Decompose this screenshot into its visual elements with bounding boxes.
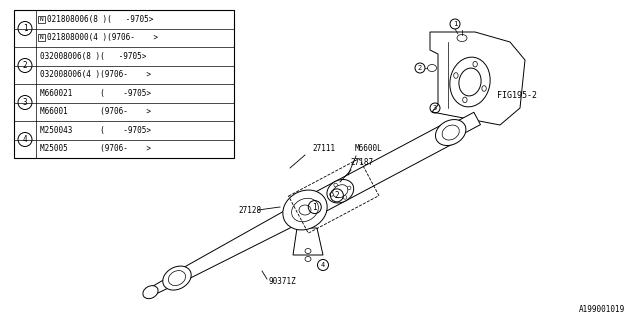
Text: 2: 2 [22,61,28,70]
Ellipse shape [473,61,477,67]
Text: M66001       (9706-    >: M66001 (9706- > [40,107,151,116]
Ellipse shape [305,249,311,253]
Polygon shape [148,276,175,296]
Text: 032008006(4 )(9706-    >: 032008006(4 )(9706- > [40,70,151,79]
Text: 1: 1 [22,24,28,33]
Text: 021808006(8 )(   -9705>: 021808006(8 )( -9705> [47,15,154,24]
Ellipse shape [305,257,311,261]
Text: N: N [40,17,44,22]
Ellipse shape [292,198,318,222]
Ellipse shape [327,180,354,203]
Ellipse shape [457,35,467,42]
Text: 90371Z: 90371Z [268,277,296,286]
Ellipse shape [143,286,158,299]
Text: 4: 4 [321,262,325,268]
Text: 27128: 27128 [238,205,261,214]
Ellipse shape [454,73,458,78]
Ellipse shape [163,266,191,290]
Text: 27187: 27187 [350,157,373,166]
Ellipse shape [482,86,486,91]
Ellipse shape [334,183,337,187]
Text: 2: 2 [335,191,339,200]
Ellipse shape [283,190,327,230]
Ellipse shape [299,205,311,215]
Text: 021808000(4 )(9706-    >: 021808000(4 )(9706- > [47,33,158,42]
Ellipse shape [435,120,466,146]
Ellipse shape [343,196,347,199]
Polygon shape [430,32,525,125]
Text: M660021      (    -9705>: M660021 ( -9705> [40,89,151,98]
Text: A199001019: A199001019 [579,305,625,314]
Text: 1: 1 [312,203,317,212]
Text: 27111: 27111 [312,143,335,153]
Text: FIG195-2: FIG195-2 [497,91,537,100]
Ellipse shape [428,65,436,71]
Text: 3: 3 [433,105,437,111]
Polygon shape [174,209,296,284]
Text: M250043      (    -9705>: M250043 ( -9705> [40,126,151,135]
Ellipse shape [450,57,490,107]
Text: 032008006(8 )(   -9705>: 032008006(8 )( -9705> [40,52,147,61]
Ellipse shape [459,68,481,96]
Text: 2: 2 [418,65,422,71]
Ellipse shape [348,186,351,190]
Text: M25005       (9706-    >: M25005 (9706- > [40,144,151,153]
Text: 3: 3 [22,98,28,107]
Text: 1: 1 [453,21,457,27]
Polygon shape [313,123,456,213]
Polygon shape [293,228,323,255]
Ellipse shape [333,185,348,198]
Text: 4: 4 [22,135,28,144]
Ellipse shape [330,193,333,196]
Ellipse shape [442,125,460,140]
Text: M6600L: M6600L [355,143,383,153]
Text: N: N [40,35,44,40]
Bar [38,16,45,23]
Ellipse shape [463,97,467,103]
Bar [38,34,45,41]
Bar [14,10,234,158]
Polygon shape [447,112,481,139]
Ellipse shape [168,271,186,285]
